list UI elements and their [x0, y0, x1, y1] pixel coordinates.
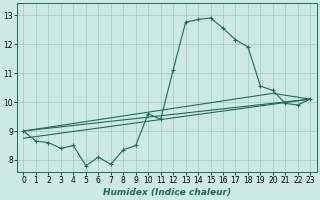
X-axis label: Humidex (Indice chaleur): Humidex (Indice chaleur)	[103, 188, 231, 197]
